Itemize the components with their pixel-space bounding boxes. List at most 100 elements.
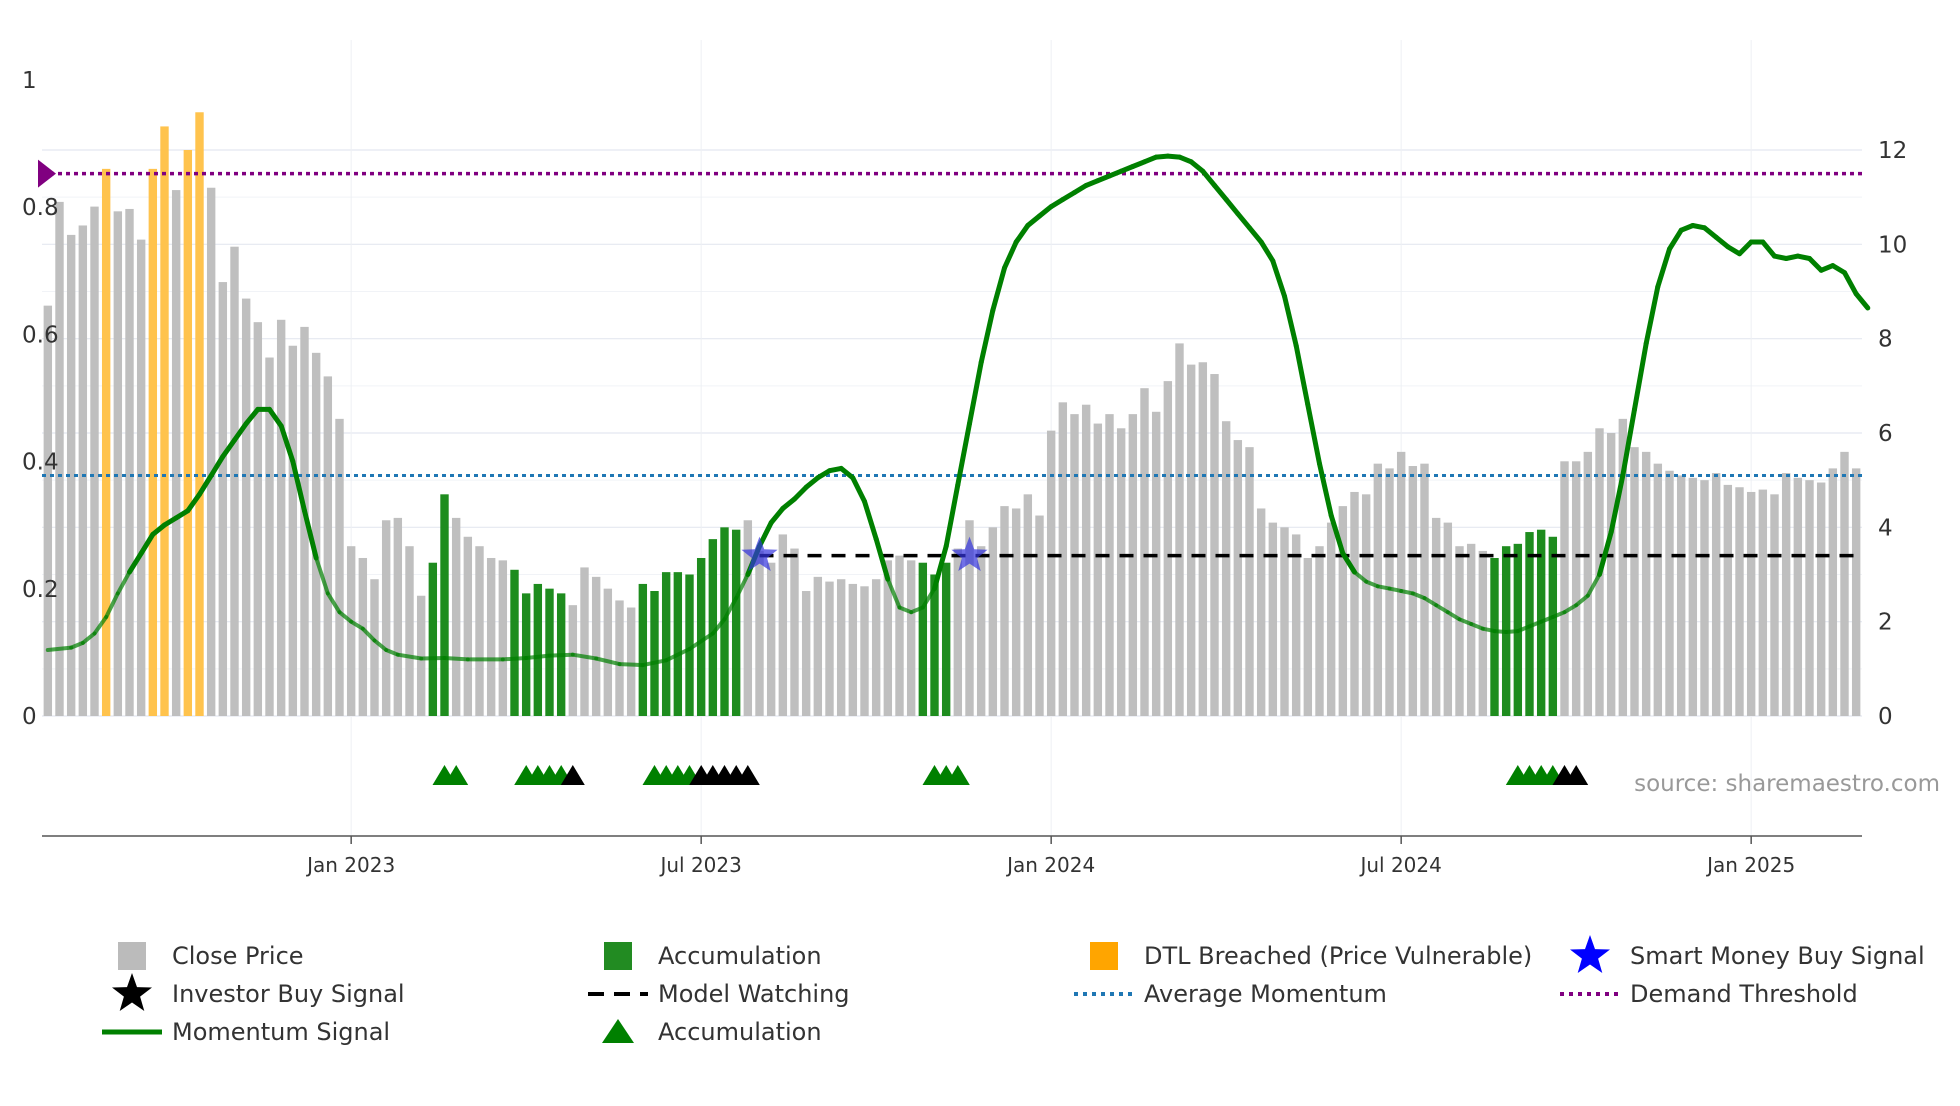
bar-price <box>1151 411 1161 716</box>
bar-price <box>1140 388 1149 716</box>
y-left-tick-label: 0.2 <box>22 577 59 603</box>
legend-symbol-square <box>118 942 146 970</box>
bar-price <box>113 211 123 716</box>
momentum-segment <box>1002 239 1019 271</box>
momentum-segment <box>1235 211 1252 231</box>
bar-price <box>1338 506 1348 716</box>
bar-price <box>253 322 263 716</box>
momentum-segment <box>1469 622 1485 631</box>
bar-price <box>1303 557 1313 716</box>
bar-acc <box>650 591 659 716</box>
momentum-segment <box>664 647 692 663</box>
momentum-segment <box>197 473 214 497</box>
momentum-segment <box>267 406 284 429</box>
bar-price <box>1011 508 1021 716</box>
bar-price <box>1583 451 1593 716</box>
y-left-tick-label: 1 <box>22 68 37 94</box>
y-right-tick-label: 10 <box>1878 232 1907 258</box>
momentum-segment <box>943 482 961 549</box>
y-right-tick-label: 0 <box>1878 704 1893 730</box>
x-tick-label: Jan 2025 <box>1705 853 1795 877</box>
legend-item-accumulation-triangle: Accumulation <box>602 1018 822 1046</box>
bar-price <box>475 546 484 716</box>
bar-price <box>1350 491 1359 716</box>
momentum-segment <box>780 496 797 511</box>
bar-acc <box>1548 536 1558 716</box>
bar-acc <box>638 583 648 716</box>
legend-item-dtl-breached: DTL Breached (Price Vulnerable) <box>1090 942 1532 970</box>
bar-price <box>580 567 589 716</box>
momentum-segment <box>932 543 949 592</box>
bar-acc <box>510 569 519 716</box>
momentum-segment <box>873 536 891 582</box>
legend-label: Accumulation <box>658 1018 822 1046</box>
legend-label: Average Momentum <box>1144 980 1387 1008</box>
bar-price <box>1175 343 1184 716</box>
bar-price <box>1793 477 1803 716</box>
bar-dtl <box>160 126 169 717</box>
momentum-segment <box>1807 256 1824 273</box>
bar-price <box>206 187 216 717</box>
momentum-segment <box>1667 227 1684 252</box>
bar-price <box>463 536 473 716</box>
bar-price <box>1665 470 1674 716</box>
bar-price <box>1781 473 1791 716</box>
bars-layer <box>43 112 1861 717</box>
bar-dtl <box>148 168 158 716</box>
bar-price <box>218 282 228 716</box>
momentum-segment <box>442 656 470 662</box>
momentum-segment <box>990 265 1007 313</box>
y-left-tick-label: 0.8 <box>22 195 59 221</box>
bar-price <box>90 206 99 716</box>
legend-symbol-star <box>1570 935 1610 973</box>
y-left-tick-label: 0.4 <box>22 450 59 476</box>
smart-money-star <box>951 536 988 571</box>
bar-price <box>1816 482 1826 716</box>
bar-price <box>78 225 88 716</box>
bar-price <box>1723 484 1733 716</box>
bar-price <box>1851 468 1861 717</box>
momentum-segment <box>1223 197 1241 217</box>
bar-price <box>1128 414 1138 716</box>
bar-price <box>1700 480 1709 716</box>
momentum-segment <box>1328 513 1346 556</box>
momentum-segment <box>1270 258 1287 299</box>
bar-price <box>451 517 461 716</box>
bar-price <box>988 527 998 716</box>
momentum-segment <box>1037 204 1054 219</box>
bar-price <box>860 586 869 716</box>
bar-price <box>1735 487 1744 716</box>
momentum-segment <box>1853 291 1871 311</box>
bar-price <box>1280 527 1289 716</box>
bar-acc <box>918 562 928 716</box>
momentum-segment <box>208 454 226 478</box>
momentum-segment <box>150 522 167 537</box>
bar-price <box>615 600 624 716</box>
momentum-segment <box>1293 343 1311 408</box>
momentum-segment <box>337 610 354 624</box>
bar-price <box>1676 475 1686 716</box>
bar-price <box>1560 461 1569 716</box>
bar-price <box>801 591 811 716</box>
momentum-segment <box>1434 603 1450 615</box>
momentum-segment <box>1597 529 1614 577</box>
bar-price <box>1746 491 1756 716</box>
bar-price <box>1058 402 1068 716</box>
x-tick-label: Jan 2024 <box>1005 853 1095 877</box>
legend-symbol-triangle <box>602 1019 634 1043</box>
bar-price <box>55 201 64 716</box>
bar-price <box>1221 421 1231 716</box>
momentum-segment <box>1457 617 1474 626</box>
bar-price <box>1606 433 1616 716</box>
momentum-segment <box>69 640 85 650</box>
legend-item-smart-money-buy-signal: Smart Money Buy Signal <box>1570 935 1925 973</box>
legend-symbol-square <box>1090 942 1118 970</box>
bar-price <box>743 520 753 716</box>
momentum-segment <box>243 406 261 427</box>
bar-price <box>755 550 764 716</box>
bar-price <box>626 607 636 716</box>
momentum-segment <box>349 619 365 631</box>
x-tick-label: Jul 2024 <box>1358 853 1441 877</box>
legend-label: Accumulation <box>658 942 822 970</box>
